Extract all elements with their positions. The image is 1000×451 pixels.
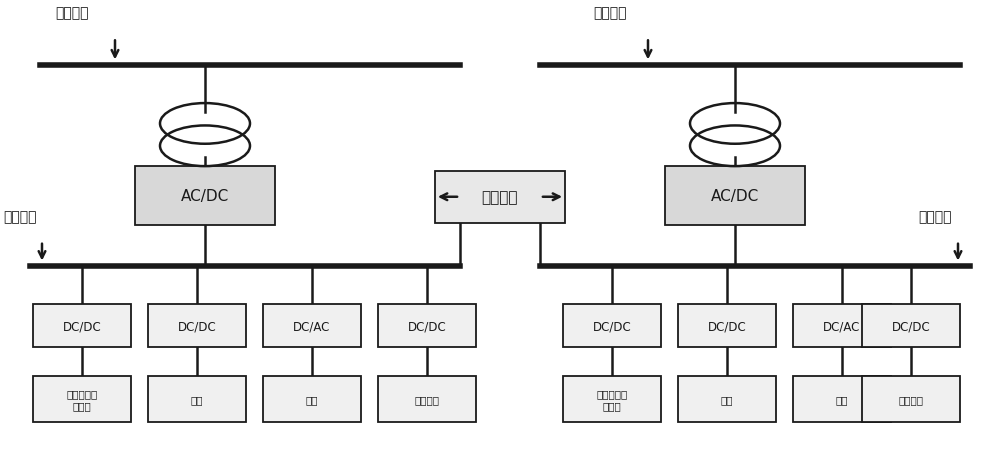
Bar (793, 377, 891, 422)
Text: 直流母线: 直流母线 (3, 210, 36, 223)
Text: 负荷: 负荷 (721, 394, 733, 404)
Text: 负荷: 负荷 (191, 394, 203, 404)
Text: 柔性开关: 柔性开关 (482, 190, 518, 205)
Text: DC/AC: DC/AC (293, 319, 331, 332)
Bar (135, 167, 275, 226)
Text: 电网母线: 电网母线 (55, 7, 88, 20)
Text: 负荷: 负荷 (306, 394, 318, 404)
Bar (563, 377, 661, 422)
Bar (33, 377, 131, 422)
Text: DC/DC: DC/DC (63, 319, 101, 332)
Bar (263, 304, 361, 347)
Bar (665, 167, 805, 226)
Bar (563, 304, 661, 347)
Text: AC/DC: AC/DC (711, 189, 759, 204)
Bar (148, 377, 246, 422)
Bar (378, 377, 476, 422)
Text: 直流母线: 直流母线 (918, 210, 952, 223)
Text: 电网母线: 电网母线 (593, 7, 626, 20)
Text: AC/DC: AC/DC (181, 189, 229, 204)
Bar (378, 304, 476, 347)
Text: 储能元件: 储能元件 (415, 394, 440, 404)
Bar (263, 377, 361, 422)
Text: DC/DC: DC/DC (408, 319, 446, 332)
Text: DC/AC: DC/AC (823, 319, 861, 332)
Bar (678, 304, 776, 347)
Text: DC/DC: DC/DC (593, 319, 631, 332)
Text: 光伏太阳能
电池板: 光伏太阳能 电池板 (66, 388, 98, 410)
Bar (678, 377, 776, 422)
Bar (862, 304, 960, 347)
Text: DC/DC: DC/DC (892, 319, 930, 332)
Bar (33, 304, 131, 347)
Text: 储能元件: 储能元件 (898, 394, 924, 404)
Text: 光伏太阳能
电池板: 光伏太阳能 电池板 (596, 388, 628, 410)
Bar (862, 377, 960, 422)
Text: DC/DC: DC/DC (178, 319, 216, 332)
Bar (793, 304, 891, 347)
Bar (148, 304, 246, 347)
Bar (435, 171, 565, 223)
Text: 负荷: 负荷 (836, 394, 848, 404)
Text: DC/DC: DC/DC (708, 319, 746, 332)
